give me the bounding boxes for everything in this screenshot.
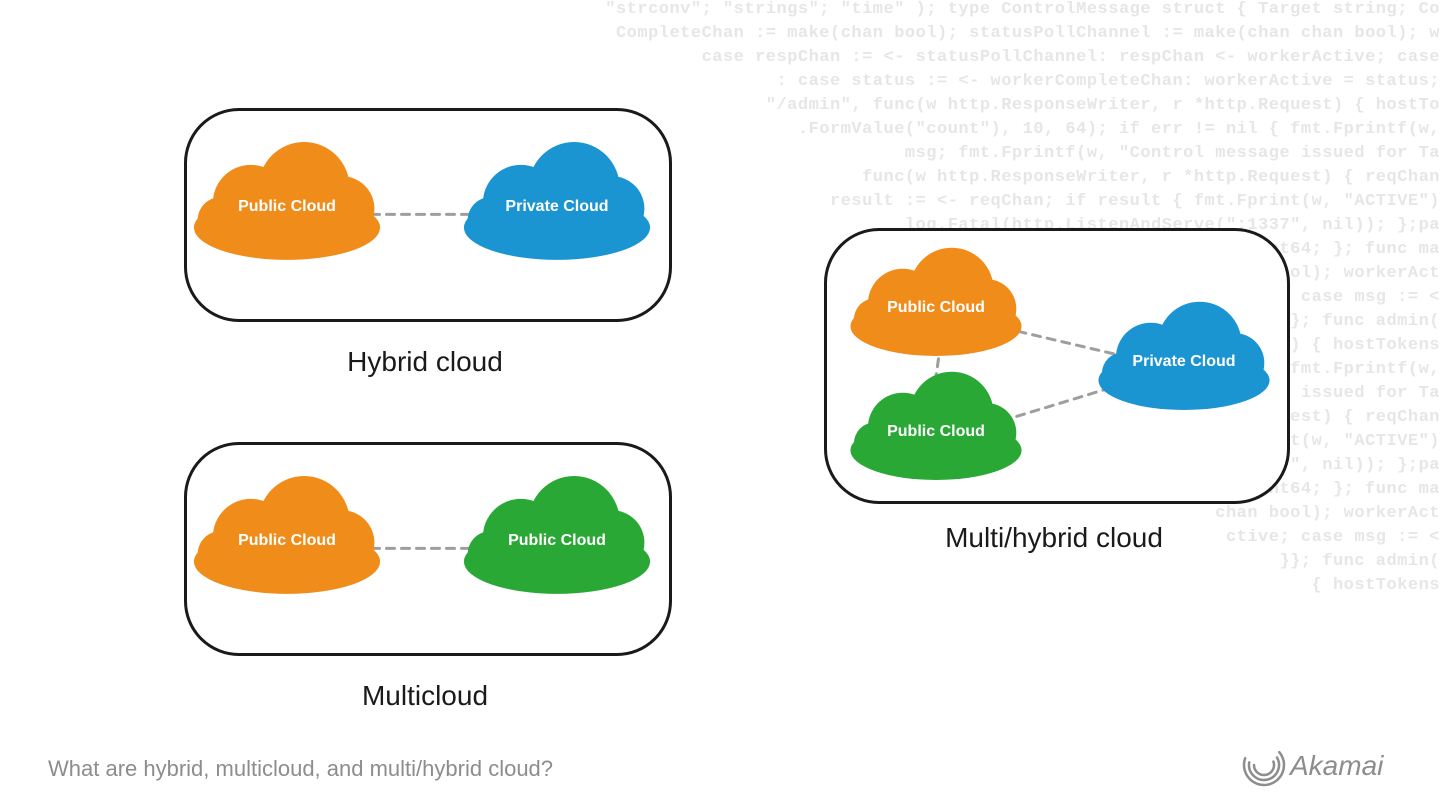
code-line: chan bool); workerAct [1215,504,1440,523]
code-line: func(w http.ResponseWriter, r *http.Requ… [862,168,1440,187]
cloud-multihybrid-1: Public Cloud [846,370,1026,480]
diagram-label-multihybrid: Multi/hybrid cloud [824,522,1284,554]
cloud-hybrid-1: Private Cloud [462,140,652,260]
code-line: "/admin", func(w http.ResponseWriter, r … [766,96,1440,115]
caption: What are hybrid, multicloud, and multi/h… [48,756,553,782]
cloud-label: Public Cloud [462,532,652,550]
svg-text:Akamai: Akamai [1288,750,1384,781]
code-line: result := <- reqChan; if result { fmt.Fp… [830,192,1440,211]
diagram-label-multicloud: Multicloud [184,680,666,712]
code-line: : case status := <- workerCompleteChan: … [776,72,1440,91]
code-line: { hostTokens [1312,576,1440,595]
cloud-label: Public Cloud [846,423,1026,441]
cloud-multihybrid-2: Private Cloud [1094,300,1274,410]
cloud-label: Private Cloud [1094,353,1274,371]
akamai-logo: Akamai [1242,739,1412,792]
cloud-label: Public Cloud [846,299,1026,317]
cloud-hybrid-0: Public Cloud [192,140,382,260]
code-line: }}; func admin( [1279,552,1440,571]
code-line: .FormValue("count"), 10, 64); if err != … [798,120,1440,139]
cloud-label: Public Cloud [192,198,382,216]
cloud-label: Public Cloud [192,532,382,550]
code-line: msg; fmt.Fprintf(w, "Control message iss… [905,144,1440,163]
cloud-label: Private Cloud [462,198,652,216]
code-line: "strconv"; "strings"; "time" ); type Con… [605,0,1440,19]
code-line: CompleteChan := make(chan bool); statusP… [616,24,1440,43]
cloud-multicloud-0: Public Cloud [192,474,382,594]
cloud-multihybrid-0: Public Cloud [846,246,1026,356]
diagram-label-hybrid: Hybrid cloud [184,346,666,378]
code-line: case respChan := <- statusPollChannel: r… [702,48,1440,67]
cloud-multicloud-1: Public Cloud [462,474,652,594]
